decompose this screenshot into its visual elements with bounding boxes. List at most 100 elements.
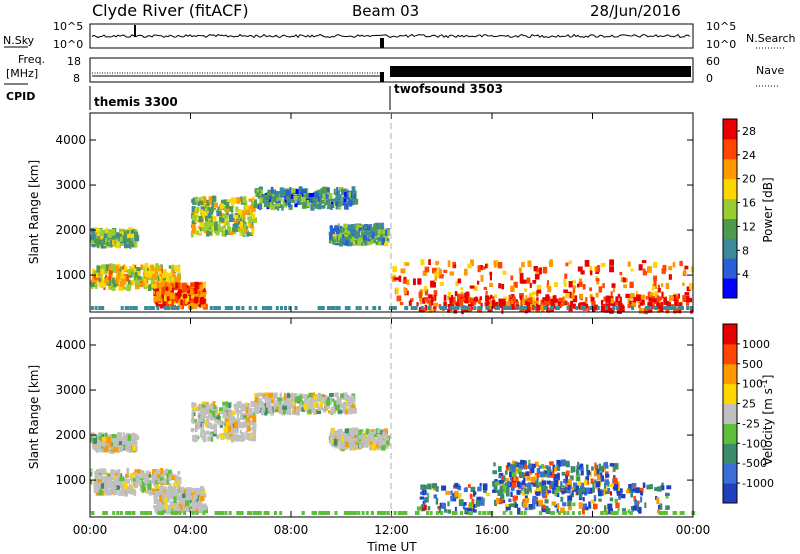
power-echo-cell bbox=[559, 303, 563, 308]
velocity-echo-cell bbox=[252, 419, 257, 426]
power-echo-cell bbox=[546, 283, 549, 289]
power-echo-cell bbox=[200, 291, 205, 295]
power-echo-cell bbox=[225, 208, 230, 213]
velocity-ground-cell bbox=[520, 511, 523, 515]
noise-panel-frame bbox=[89, 23, 694, 49]
velocity-echo-cell bbox=[147, 480, 153, 484]
power-echo-cell bbox=[212, 222, 215, 227]
power-echo-cell bbox=[526, 277, 531, 284]
power-echo-cell bbox=[545, 300, 551, 306]
power-echo-cell bbox=[420, 259, 425, 266]
velocity-echo-cell bbox=[199, 404, 204, 412]
velocity-echo-cell bbox=[213, 428, 217, 434]
velocity-echo-cell bbox=[475, 499, 480, 506]
colorbar-tick-label: 16 bbox=[742, 197, 756, 210]
velocity-ground-cell bbox=[314, 511, 317, 515]
velocity-echo-cell bbox=[219, 409, 224, 415]
power-echo-cell bbox=[423, 286, 428, 291]
power-ground-cell bbox=[604, 306, 608, 310]
power-echo-cell bbox=[165, 293, 171, 300]
power-echo-cell bbox=[235, 206, 239, 213]
power-echo-cell bbox=[672, 294, 677, 301]
colorbar-frame bbox=[722, 323, 738, 504]
power-echo-cell bbox=[260, 193, 266, 200]
velocity-echo-cell bbox=[579, 463, 584, 470]
power-echo-cell bbox=[147, 284, 152, 291]
power-echo-cell bbox=[90, 282, 96, 288]
power-echo-cell bbox=[516, 301, 519, 307]
power-echo-cell bbox=[665, 307, 670, 314]
velocity-ground-cell bbox=[221, 511, 225, 515]
power-echo-cell bbox=[309, 196, 315, 203]
velocity-echo-cell bbox=[351, 395, 355, 401]
power-echo-cell bbox=[185, 297, 188, 304]
velocity-echo-cell bbox=[604, 461, 608, 468]
power-echo-cell bbox=[131, 241, 136, 248]
velocity-echo-cell bbox=[627, 509, 630, 514]
velocity-ground-cell bbox=[658, 511, 662, 515]
power-echo-cell bbox=[108, 229, 112, 234]
power-echo-cell bbox=[683, 269, 686, 276]
power-echo-cell bbox=[381, 228, 387, 235]
power-echo-cell bbox=[487, 296, 491, 300]
velocity-echo-cell bbox=[447, 501, 450, 507]
power-echo-cell bbox=[447, 295, 451, 300]
power-ground-cell bbox=[144, 306, 148, 310]
velocity-echo-cell bbox=[101, 436, 107, 441]
velocity-echo-cell bbox=[147, 490, 152, 495]
velocity-ground-cell bbox=[140, 511, 144, 515]
velocity-echo-cell bbox=[258, 398, 262, 403]
power-echo-cell bbox=[501, 298, 506, 304]
power-echo-cell bbox=[368, 226, 371, 231]
colorbar-tick-label: 8 bbox=[742, 244, 749, 257]
velocity-ground-cell bbox=[404, 511, 408, 515]
power-echo-cell bbox=[417, 278, 422, 285]
power-echo-cell bbox=[328, 192, 333, 200]
power-echo-cell bbox=[345, 234, 349, 238]
velocity-echo-cell bbox=[441, 485, 447, 491]
power-echo-cell bbox=[682, 295, 687, 302]
power-echo-cell bbox=[536, 297, 539, 302]
velocity-echo-cell bbox=[470, 486, 476, 493]
velocity-echo-cell bbox=[164, 503, 168, 510]
power-echo-cell bbox=[393, 277, 399, 281]
velocity-echo-cell bbox=[111, 434, 117, 438]
velocity-echo-cell bbox=[509, 476, 515, 481]
power-echo-cell bbox=[109, 240, 113, 247]
power-echo-cell bbox=[684, 292, 690, 296]
power-echo-cell bbox=[583, 302, 587, 307]
velocity-ground-cell bbox=[183, 511, 187, 515]
power-echo-cell bbox=[177, 304, 183, 309]
power-echo-cell bbox=[443, 269, 448, 273]
velocity-echo-cell bbox=[370, 429, 374, 433]
power-echo-cell bbox=[225, 213, 229, 220]
power-echo-cell bbox=[526, 307, 531, 312]
velocity-echo-cell bbox=[654, 487, 660, 491]
velocity-echo-cell bbox=[567, 495, 573, 501]
velocity-echo-cell bbox=[193, 501, 198, 509]
power-echo-cell bbox=[647, 266, 652, 273]
power-ground-cell bbox=[543, 306, 547, 310]
velocity-echo-cell bbox=[191, 418, 195, 424]
velocity-echo-cell bbox=[515, 476, 519, 483]
velocity-echo-cell bbox=[494, 499, 497, 507]
velocity-echo-cell bbox=[362, 436, 367, 442]
velocity-echo-cell bbox=[297, 395, 303, 402]
velocity-echo-cell bbox=[543, 473, 547, 478]
velocity-echo-cell bbox=[346, 438, 350, 442]
power-echo-cell bbox=[631, 301, 637, 308]
velocity-echo-cell bbox=[145, 476, 150, 480]
velocity-echo-cell bbox=[286, 393, 291, 398]
velocity-echo-cell bbox=[604, 505, 607, 512]
power-echo-cell bbox=[639, 302, 644, 306]
power-echo-cell bbox=[443, 301, 447, 308]
velocity-echo-cell bbox=[107, 482, 111, 486]
power-echo-cell bbox=[160, 282, 166, 287]
power-echo-cell bbox=[351, 186, 356, 193]
power-echo-cell bbox=[259, 189, 263, 194]
velocity-echo-cell bbox=[219, 433, 225, 438]
velocity-echo-cell bbox=[192, 412, 196, 417]
velocity-ground-cell bbox=[483, 511, 487, 515]
power-echo-cell bbox=[422, 297, 426, 304]
velocity-echo-cell bbox=[556, 507, 559, 513]
